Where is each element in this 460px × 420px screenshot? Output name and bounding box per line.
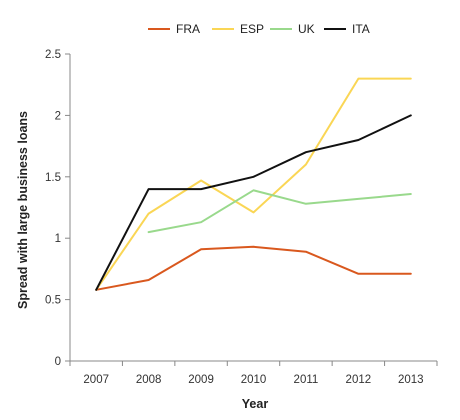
- series-line-fra: [95, 245, 412, 291]
- legend-item-esp: ESP: [212, 22, 264, 36]
- plot-area: 0 0.5 1 1.5 2 2.5 2007 2008 2009 2010 2011 2012 201…: [45, 49, 438, 386]
- x-tick-label: 2013: [398, 374, 424, 386]
- x-axis-title: Year: [242, 397, 269, 411]
- series-line-uk: [147, 189, 412, 234]
- x-tick-label: 2011: [294, 374, 319, 386]
- x-tick-label: 2008: [136, 374, 162, 386]
- series-lines: [95, 77, 412, 291]
- legend-label: UK: [298, 22, 315, 36]
- series-line-ita: [95, 114, 412, 291]
- series-line-esp: [95, 77, 412, 291]
- legend-label: FRA: [176, 22, 200, 36]
- x-axis-ticks: 2007 2008 2009 2010 2011 2012 2013: [69, 361, 438, 386]
- legend-item-fra: FRA: [148, 22, 200, 36]
- x-tick-label: 2007: [83, 374, 109, 386]
- y-axis-ticks: 0 0.5 1 1.5 2 2.5: [45, 49, 70, 368]
- y-tick-label: 1: [55, 233, 61, 245]
- legend-item-uk: UK: [270, 22, 315, 36]
- y-tick-label: 0: [55, 356, 61, 368]
- legend-label: ESP: [240, 22, 264, 36]
- y-tick-label: 2.5: [45, 49, 61, 61]
- legend: FRA ESP UK ITA: [148, 22, 370, 36]
- x-tick-label: 2009: [188, 374, 214, 386]
- y-tick-label: 1.5: [45, 172, 61, 184]
- y-tick-label: 2: [55, 110, 61, 122]
- y-axis-title: Spread with large business loans: [16, 111, 30, 309]
- legend-item-ita: ITA: [324, 22, 370, 36]
- x-tick-label: 2012: [346, 374, 372, 386]
- y-tick-label: 0.5: [45, 295, 61, 307]
- legend-label: ITA: [352, 22, 370, 36]
- x-tick-label: 2010: [241, 374, 267, 386]
